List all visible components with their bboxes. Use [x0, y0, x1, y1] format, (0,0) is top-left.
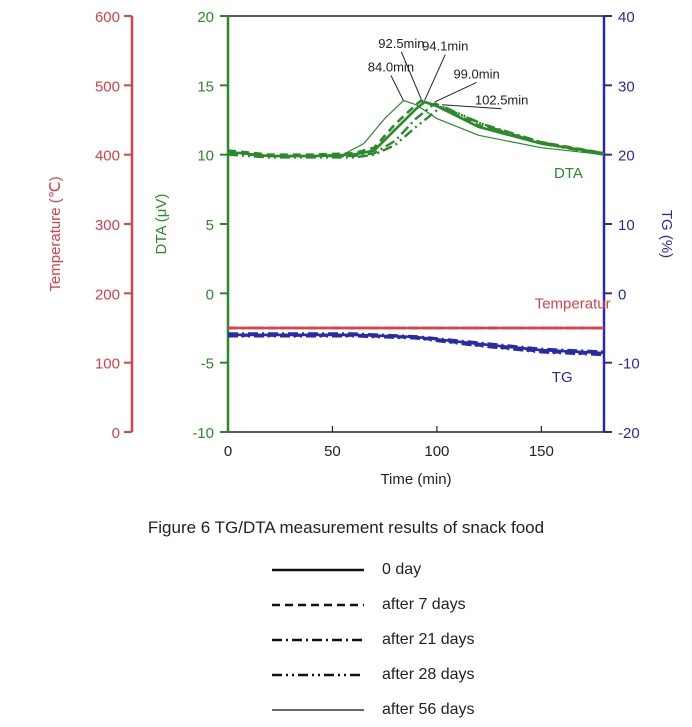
peak-annotation-leader [400, 51, 422, 100]
legend-swatch [272, 638, 364, 641]
tg-curve-label: TG [552, 369, 573, 386]
legend-swatch [272, 603, 364, 606]
dta-curve-after-7-days [227, 99, 605, 156]
legend-label: after 21 days [382, 630, 475, 648]
tg-axis-tick-label: 10 [618, 217, 635, 234]
tg-axis-tick-label: -10 [618, 356, 640, 373]
tg-axis-tick-label: 40 [618, 9, 635, 26]
temperature-curve-label: Temperatur [535, 296, 611, 313]
tg-axis-label: TG (%) [658, 210, 675, 258]
x-tick-label: 100 [424, 443, 449, 460]
tg-curve-after-28-days [228, 335, 605, 357]
dta-axis-tick-label: 5 [206, 217, 214, 234]
tg-axis-tick-label: 0 [618, 286, 626, 303]
x-tick-label: 150 [529, 443, 554, 460]
temperature-axis-tick-label: 300 [95, 217, 120, 234]
legend-swatch [272, 708, 364, 711]
tg-axis-tick-label: 20 [618, 148, 635, 165]
temperature-axis-tick-label: 400 [95, 148, 120, 165]
x-tick-label: 0 [224, 443, 232, 460]
temperature-axis-tick-label: 200 [95, 286, 120, 303]
peak-annotation-leader [390, 75, 404, 101]
temperature-axis-tick-label: 0 [112, 425, 120, 442]
dta-axis-tick-label: 10 [197, 148, 214, 165]
dta-axis-tick-label: 20 [197, 9, 214, 26]
peak-annotation-label: 92.5min [378, 36, 424, 51]
legend-label: after 7 days [382, 595, 466, 613]
temperature-axis-label: Temperature (℃) [47, 176, 64, 291]
figure-caption: Figure 6 TG/DTA measurement results of s… [147, 518, 545, 537]
peak-annotation-leader [424, 54, 446, 101]
dta-axis-label: DTA (μV) [153, 194, 170, 255]
x-axis-label: Time (min) [380, 471, 451, 488]
dta-axis-tick-label: -10 [192, 425, 214, 442]
dta-axis-tick-label: 15 [197, 78, 214, 95]
legend-item: after 21 days [270, 622, 590, 657]
legend-swatch [272, 673, 364, 676]
legend-label: after 56 days [382, 700, 475, 718]
dta-curve-after-56-days [227, 99, 605, 157]
dta-curve-label: DTA [554, 165, 583, 182]
plot-frame [227, 15, 605, 433]
tg-curve-after-21-days [228, 332, 605, 353]
temperature-axis-tick-label: 500 [95, 78, 120, 95]
x-tick-label: 50 [324, 443, 341, 460]
legend: 0 day after 7 days after 21 days after 28 d… [270, 552, 590, 727]
peak-annotation-label: 102.5min [475, 93, 528, 108]
peak-annotation-label: 94.1min [422, 39, 468, 54]
dta-axis-tick-label: -5 [201, 356, 214, 373]
legend-label: after 28 days [382, 665, 475, 683]
peak-annotation-label: 84.0min [368, 59, 414, 74]
temperature-axis-tick-label: 100 [95, 356, 120, 373]
peak-annotation-leader [442, 104, 502, 110]
peak-annotation-leader [434, 81, 477, 103]
dta-axis-tick-label: 0 [206, 286, 214, 303]
legend-item: after 28 days [270, 657, 590, 692]
tg-curve-after-56-days [228, 333, 605, 353]
legend-label: 0 day [382, 560, 422, 578]
peak-annotation-label: 99.0min [453, 66, 499, 81]
legend-item: after 56 days [270, 692, 590, 727]
legend-item: after 7 days [270, 587, 590, 622]
tg-axis-tick-label: 30 [618, 78, 635, 95]
legend-swatch [272, 568, 364, 571]
temperature-axis-tick-label: 600 [95, 9, 120, 26]
dta-curve-after-28-days [227, 104, 605, 159]
tg-axis-tick-label: -20 [618, 425, 640, 442]
legend-item: 0 day [270, 552, 590, 587]
